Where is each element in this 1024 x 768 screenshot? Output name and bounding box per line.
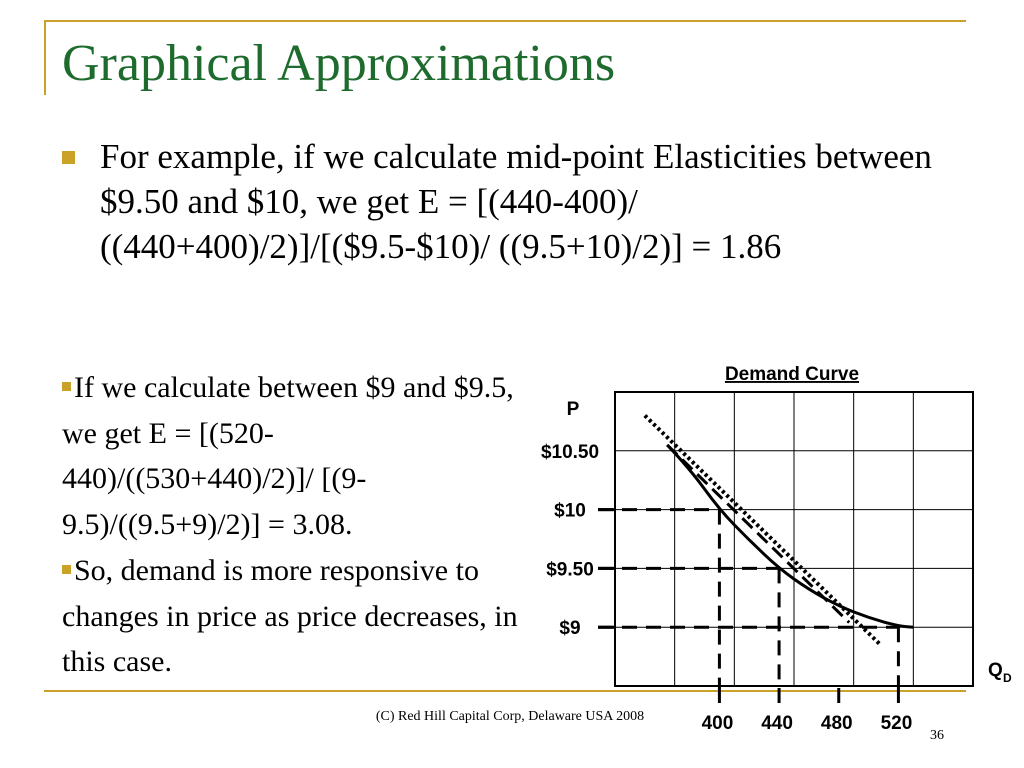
square-bullet-icon	[62, 151, 75, 164]
y-tick-label: $10.50	[541, 442, 599, 463]
slide-title: Graphical Approximations	[62, 35, 616, 92]
y-tick-label: $9.50	[546, 559, 594, 580]
decorative-vertical-line	[44, 20, 46, 95]
dashed-tangent-line	[666, 443, 851, 624]
sub-bullet-1-text: If we calculate between $9 and $9.5, we …	[62, 371, 514, 541]
square-bullet-icon	[62, 382, 71, 391]
x-tick-label: 440	[761, 713, 793, 734]
y-tick-label: $9	[559, 618, 580, 639]
y-axis-label: P	[567, 399, 580, 420]
x-axis-label-subscript: D	[1003, 671, 1012, 685]
plot-frame	[614, 391, 974, 687]
demand-curve-line	[666, 443, 914, 629]
chart-title: Demand Curve	[725, 364, 859, 385]
x-tick-label: 480	[821, 713, 853, 734]
x-tick-label: 400	[702, 713, 734, 734]
footer-copyright: (C) Red Hill Capital Corp, Delaware USA …	[375, 709, 645, 724]
decorative-bottom-line	[44, 690, 966, 692]
main-bullet-text: For example, if we calculate mid-point E…	[100, 137, 932, 266]
y-tick-label: $10	[554, 501, 586, 522]
decorative-top-line	[44, 20, 966, 22]
sub-bullet-2-text: So, demand is more responsive to changes…	[62, 554, 518, 678]
slide-number: 36	[930, 728, 944, 743]
square-bullet-icon	[62, 565, 71, 574]
sub-bullet-2: So, demand is more responsive to changes…	[62, 548, 522, 685]
x-tick-label: 520	[881, 713, 913, 734]
sub-bullet-1: If we calculate between $9 and $9.5, we …	[62, 365, 522, 547]
main-bullet: For example, if we calculate mid-point E…	[62, 134, 992, 269]
dotted-tangent-line	[643, 414, 882, 647]
x-axis-label: Q	[988, 660, 1003, 681]
